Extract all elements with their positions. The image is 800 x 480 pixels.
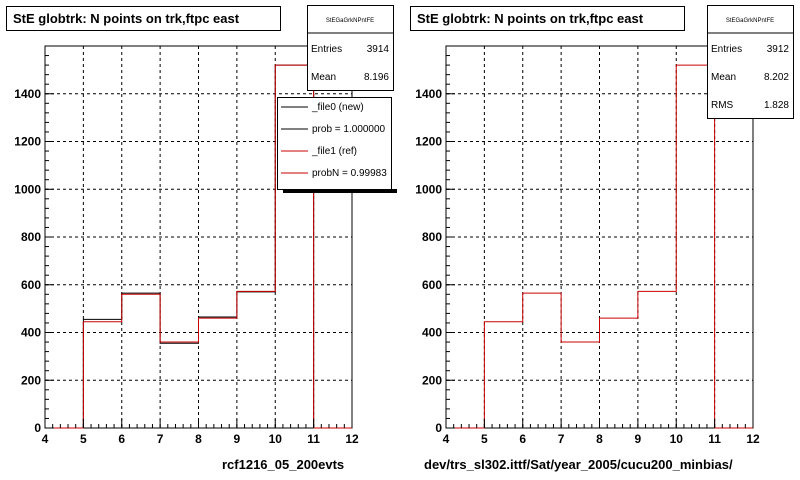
legend-label: prob = 1.000000 [312,124,386,135]
x-tick-label: 5 [481,432,488,446]
y-tick-label: 1000 [14,182,41,196]
stats-header: StEGaGrkNPntFE [726,18,774,24]
y-tick-label: 1400 [415,87,442,101]
x-tick-label: 8 [195,432,202,446]
stats-value: 1.828 [764,100,789,111]
y-tick-label: 800 [422,230,442,244]
x-tick-label: 9 [234,432,241,446]
x-tick-label: 6 [118,432,125,446]
chart-title: StE globtrk: N points on trk,ftpc east [417,11,644,26]
stats-value: 3912 [767,44,790,55]
x-axis-label: dev/trs_sl302.ittf/Sat/year_2005/cucu200… [424,457,733,472]
x-tick-label: 10 [670,432,684,446]
x-tick-label: 4 [42,432,49,446]
y-tick-label: 1000 [415,182,442,196]
x-tick-label: 9 [635,432,642,446]
x-tick-label: 11 [708,432,721,446]
title-box [410,6,685,31]
y-tick-label: 0 [435,421,442,435]
y-tick-label: 600 [21,278,41,292]
y-tick-label: 400 [422,326,442,340]
stats-value: 3914 [367,44,390,55]
stats-box: StEGaGrkNPntFE Entries 3912 Mean 8.202 RMS 1.8… [707,5,794,119]
y-tick-label: 200 [21,373,41,387]
y-tick-label: 600 [422,278,442,292]
stats-box-frame [307,5,394,91]
x-tick-label: 8 [596,432,603,446]
y-tick-label: 1200 [415,135,442,149]
stats-label: Entries [311,44,342,55]
legend-entries: _file0 (new) prob = 1.000000 _file1 (ref) p… [281,102,387,179]
chart-panel-1: 0 200 400 600 800 1000 1200 1400 4 5 6 7 8 9 10 11 12 StE… [6,5,397,472]
stats-label: RMS [711,100,734,111]
stats-label: Mean [711,72,736,83]
legend-frame [277,97,392,190]
x-tick-label: 10 [269,432,283,446]
y-tick-label: 400 [21,326,41,340]
y-tick-label: 200 [422,373,442,387]
chart-panel-2: 0 200 400 600 800 1000 1200 1400 4 5 6 7 8 9 10 11 12 StE… [410,5,794,472]
legend: _file0 (new) prob = 1.000000 _file1 (ref) p… [277,97,397,193]
y-tick-label: 800 [21,230,41,244]
title-box [6,6,281,31]
y-tick-label: 1400 [14,87,41,101]
stats-value: 8.196 [364,72,389,83]
histogram-series-2 [45,64,352,429]
x-tick-label: 7 [558,432,565,446]
legend-label: _file0 (new) [311,102,364,113]
x-axis-label: rcf1216_05_200evts [222,457,344,472]
chart-title: StE globtrk: N points on trk,ftpc east [13,11,240,26]
stats-label: Mean [311,72,336,83]
x-tick-label: 12 [345,432,359,446]
x-tick-label: 11 [307,432,320,446]
histogram-series-1 [446,64,753,429]
legend-label: probN = 0.99983 [312,168,387,179]
legend-shadow [283,189,397,193]
stats-box: StEGaGrkNPntFE Entries 3914 Mean 8.196 [307,5,394,91]
x-tick-label: 5 [80,432,87,446]
x-tick-label: 6 [519,432,526,446]
x-tick-label: 7 [157,432,164,446]
stats-header: StEGaGrkNPntFE [326,18,374,24]
stats-value: 8.202 [764,72,789,83]
y-tick-label: 1200 [14,135,41,149]
stats-box-frame [707,5,794,119]
y-tick-label: 0 [34,421,41,435]
legend-label: _file1 (ref) [311,146,357,157]
x-tick-label: 4 [443,432,450,446]
x-tick-label: 12 [746,432,760,446]
stats-label: Entries [711,44,742,55]
